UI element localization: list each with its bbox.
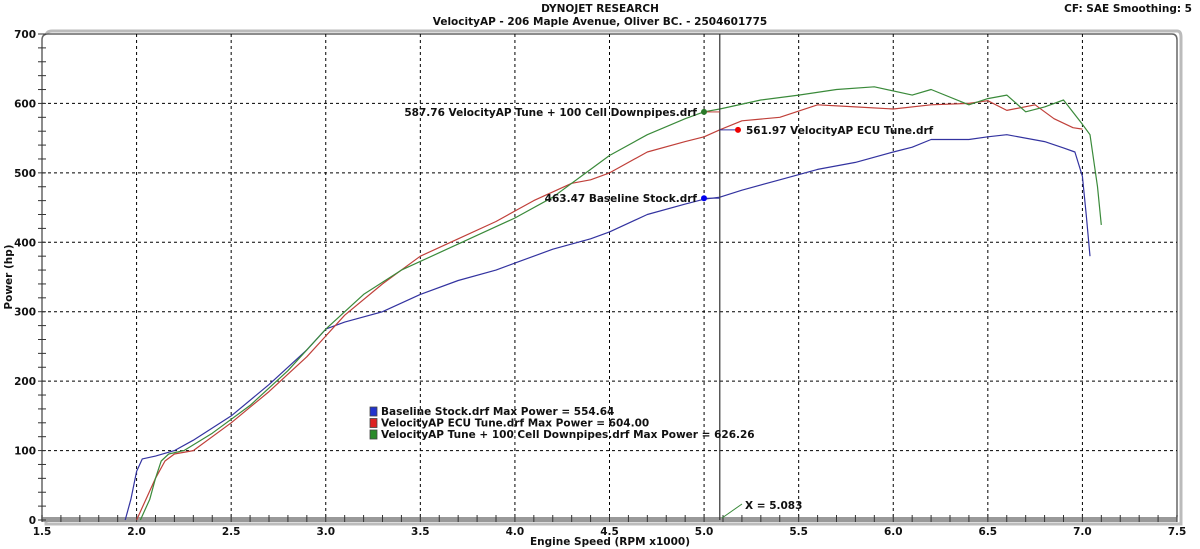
cursor-value-dot: [735, 126, 741, 133]
power-curve-2: [139, 86, 1102, 521]
y-tick-labels: 0 100 200 300 400 500 600 700: [14, 29, 36, 527]
cursor-value-markers: 463.47 Baseline Stock.drf 561.97 Velocity…: [404, 107, 933, 205]
x-tick-label: 4.0: [506, 526, 525, 538]
cursor-leader-line: [721, 503, 743, 519]
legend: Baseline Stock.drf Max Power = 554.64Vel…: [369, 406, 755, 441]
chart-subtitle: VelocityAP - 206 Maple Avenue, Oliver BC…: [432, 16, 768, 28]
legend-entry: Baseline Stock.drf Max Power = 554.64: [381, 406, 614, 418]
x-tick-label: 7.5: [1168, 526, 1187, 538]
y-tick-label: 500: [14, 168, 36, 180]
cursor-value-label: 561.97 VelocityAP ECU Tune.drf: [746, 125, 934, 137]
y-tick-label: 600: [14, 98, 36, 110]
cursor-value-dot: [701, 108, 707, 115]
legend-swatch: [369, 418, 378, 428]
x-tick-label: 3.5: [411, 526, 430, 538]
y-tick-label: 0: [29, 515, 36, 527]
power-curves: [124, 86, 1102, 521]
x-tick-label: 4.5: [600, 526, 619, 538]
x-tick-label: 2.5: [222, 526, 241, 538]
y-axis-title: Power (hp): [3, 244, 15, 309]
y-tick-label: 400: [14, 237, 36, 249]
x-tick-label: 2.0: [127, 526, 146, 538]
legend-swatch: [369, 406, 378, 417]
power-curve-0: [124, 134, 1091, 521]
y-tick-label: 700: [14, 29, 36, 41]
x-tick-labels: 1.5 2.0 2.5 3.0 3.5 4.0 4.5 5.0 5.5 6.0 6.5 7.0 7.5: [33, 526, 1187, 538]
chart-title: DYNOJET RESEARCH: [541, 3, 659, 15]
cursor-value-dot: [701, 195, 707, 202]
x-tick-label: 6.5: [979, 526, 998, 538]
cursor-value-label: 463.47 Baseline Stock.drf: [545, 193, 698, 205]
x-tick-label: 1.5: [33, 526, 52, 538]
y-tick-label: 200: [14, 376, 36, 388]
x-axis-title: Engine Speed (RPM x1000): [530, 536, 690, 548]
cursor-value-label: 587.76 VelocityAP Tune + 100 Cell Downpi…: [404, 107, 697, 119]
cursor-x-readout: X = 5.083: [745, 500, 802, 512]
legend-entry: VelocityAP ECU Tune.drf Max Power = 604.…: [381, 418, 649, 430]
x-tick-label: 3.0: [316, 526, 335, 538]
grid-lines: [42, 34, 1177, 520]
x-tick-label: 7.0: [1073, 526, 1092, 538]
correction-settings: CF: SAE Smoothing: 5: [1064, 3, 1192, 15]
y-tick-label: 100: [14, 446, 36, 458]
x-tick-label: 5.0: [695, 526, 714, 538]
y-tick-label: 300: [14, 307, 36, 319]
x-tick-label: 6.0: [884, 526, 903, 538]
legend-swatch: [369, 429, 378, 440]
axis-ticks: [38, 33, 1178, 522]
x-tick-label: 5.5: [789, 526, 808, 538]
power-curve-1: [136, 100, 1083, 521]
legend-entry: VelocityAP Tune + 100 Cell Downpipes.drf…: [381, 429, 755, 441]
